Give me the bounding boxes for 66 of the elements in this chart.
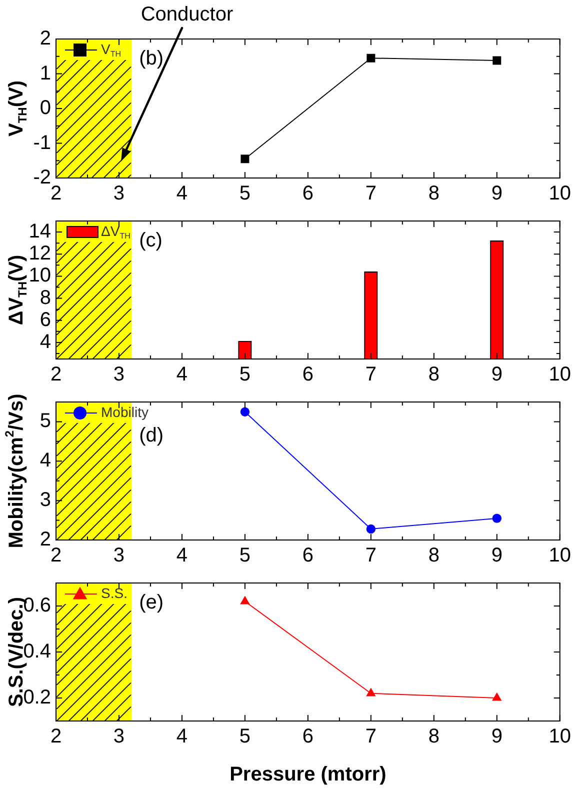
x-tick-label: 7 [365,544,376,567]
x-tick-label: 5 [239,364,251,386]
x-tick-label: 7 [365,726,376,748]
legend-label: S.S. [101,584,128,601]
y-tick-label: 12 [28,242,51,265]
x-tick-label: 3 [113,364,125,386]
y-tick-label: -2 [33,166,51,189]
point [240,154,250,164]
y-tick-label: 5 [40,410,51,432]
x-tick-label: 6 [302,544,314,567]
point [492,514,502,523]
y-tick-label: 1 [40,62,51,84]
y-axis-title: VTH(V) [6,80,30,136]
x-tick-label: 9 [491,182,502,205]
x-tick-label: 9 [491,726,502,748]
x-tick-label: 10 [548,544,571,567]
x-tick-label: 5 [239,544,251,567]
point [366,524,376,534]
band-label: Conductor [140,4,234,26]
x-tick-label: 4 [176,726,188,748]
y-tick-label: 4 [40,450,51,472]
y-tick-label: 14 [28,220,51,243]
x-tick-label: 8 [428,726,440,748]
x-tick-label: 4 [176,182,188,205]
point [240,407,250,416]
x-tick-label: 4 [176,364,188,386]
y-tick-label: 3 [40,489,51,512]
x-tick-label: 8 [428,182,440,205]
x-tick-label: 5 [239,182,251,205]
y-tick-label: 6 [40,308,51,331]
y-tick-label: 0 [40,97,51,120]
x-tick-label: 9 [491,544,502,567]
x-axis-title: Pressure (mtorr) [230,764,386,786]
x-tick-label: 3 [113,544,125,567]
y-tick-label: 4 [40,330,51,353]
x-tick-label: 8 [428,364,440,386]
x-tick-label: 10 [548,364,571,386]
y-tick-label: 8 [40,286,51,309]
point [240,596,250,604]
x-tick-label: 6 [302,726,314,748]
y-tick-label: -1 [33,132,51,154]
x-tick-label: 10 [548,726,571,748]
y-axis-title: Mobility(cm2/Vs) [2,394,28,548]
annotation: (c) [139,230,162,252]
y-tick-label: 2 [40,28,51,50]
point [492,692,502,701]
x-tick-label: 8 [428,544,440,567]
annotation: (e) [139,592,164,614]
x-tick-label: 3 [113,182,125,205]
x-tick-label: 5 [239,726,251,748]
x-tick-label: 9 [491,364,502,386]
y-tick-label: 10 [28,264,51,287]
point [492,56,502,65]
x-tick-label: 6 [302,364,314,386]
x-tick-label: 10 [548,182,571,205]
x-tick-label: 7 [365,364,376,386]
y-axis-title: ΔVTH(V) [6,254,30,326]
annotation: (b) [139,48,164,70]
y-tick-label: 2 [40,528,51,551]
point [366,688,376,696]
x-tick-label: 6 [302,182,314,205]
x-tick-label: 7 [365,182,376,205]
x-tick-label: 3 [113,726,125,748]
annotation: (d) [139,424,164,447]
x-tick-label: 4 [176,544,188,567]
point [366,54,376,62]
